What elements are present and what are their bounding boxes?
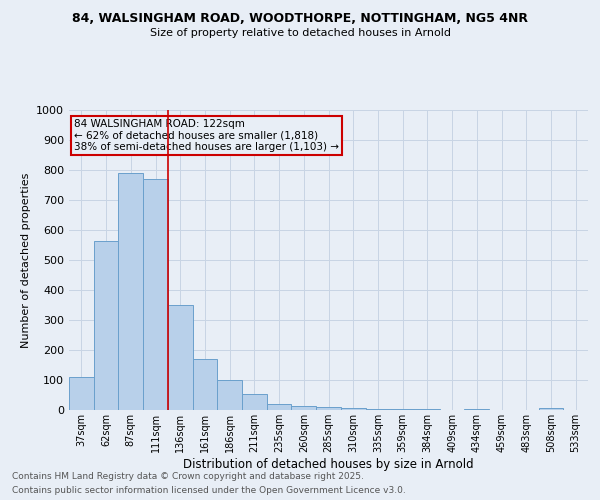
Bar [69,377,94,410]
Bar [390,409,415,410]
X-axis label: Distribution of detached houses by size in Arnold: Distribution of detached houses by size … [183,458,474,470]
Text: Contains HM Land Registry data © Crown copyright and database right 2025.: Contains HM Land Registry data © Crown c… [12,472,364,481]
Bar [143,179,168,410]
Bar [267,404,292,410]
Bar [316,407,341,410]
Text: Contains public sector information licensed under the Open Government Licence v3: Contains public sector information licen… [12,486,406,495]
Bar [168,305,193,410]
Bar [292,406,316,410]
Bar [217,380,242,410]
Bar [118,173,143,410]
Bar [193,359,217,410]
Bar [464,408,489,410]
Bar [242,394,267,410]
Bar [365,408,390,410]
Bar [94,240,118,410]
Bar [341,408,365,410]
Text: 84, WALSINGHAM ROAD, WOODTHORPE, NOTTINGHAM, NG5 4NR: 84, WALSINGHAM ROAD, WOODTHORPE, NOTTING… [72,12,528,26]
Bar [539,408,563,410]
Text: Size of property relative to detached houses in Arnold: Size of property relative to detached ho… [149,28,451,38]
Text: 84 WALSINGHAM ROAD: 122sqm
← 62% of detached houses are smaller (1,818)
38% of s: 84 WALSINGHAM ROAD: 122sqm ← 62% of deta… [74,119,339,152]
Y-axis label: Number of detached properties: Number of detached properties [20,172,31,348]
